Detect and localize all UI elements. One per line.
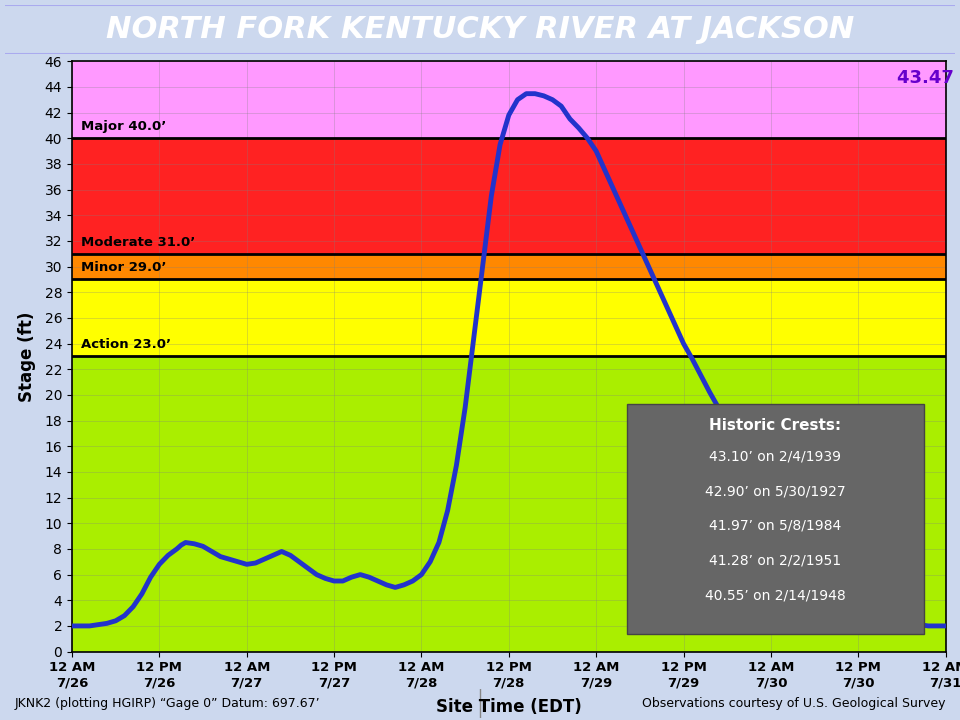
- Bar: [72, 138, 946, 253]
- FancyBboxPatch shape: [627, 404, 924, 634]
- Text: 41.97’ on 5/8/1984: 41.97’ on 5/8/1984: [709, 519, 841, 533]
- Bar: [72, 253, 946, 279]
- Text: Observations courtesy of U.S. Geological Survey: Observations courtesy of U.S. Geological…: [642, 697, 946, 710]
- Bar: [72, 279, 946, 356]
- Bar: [72, 356, 946, 652]
- Text: JKNK2 (plotting HGIRP) “Gage 0” Datum: 697.67’: JKNK2 (plotting HGIRP) “Gage 0” Datum: 6…: [14, 697, 320, 710]
- Text: 40.55’ on 2/14/1948: 40.55’ on 2/14/1948: [705, 588, 846, 603]
- Text: NORTH FORK KENTUCKY RIVER AT JACKSON: NORTH FORK KENTUCKY RIVER AT JACKSON: [106, 15, 854, 44]
- Text: Major 40.0’: Major 40.0’: [81, 120, 166, 133]
- Bar: [72, 61, 946, 138]
- Text: 42.90’ on 5/30/1927: 42.90’ on 5/30/1927: [705, 484, 846, 498]
- X-axis label: Site Time (EDT): Site Time (EDT): [436, 698, 582, 716]
- Text: Minor 29.0’: Minor 29.0’: [81, 261, 166, 274]
- Text: Moderate 31.0’: Moderate 31.0’: [81, 235, 195, 248]
- Text: 43.47 ft: 43.47 ft: [897, 69, 960, 87]
- Text: 41.28’ on 2/2/1951: 41.28’ on 2/2/1951: [709, 554, 841, 568]
- Text: 43.10’ on 2/4/1939: 43.10’ on 2/4/1939: [709, 449, 841, 463]
- Y-axis label: Stage (ft): Stage (ft): [18, 311, 36, 402]
- Text: Historic Crests:: Historic Crests:: [709, 418, 841, 433]
- Text: Action 23.0’: Action 23.0’: [81, 338, 171, 351]
